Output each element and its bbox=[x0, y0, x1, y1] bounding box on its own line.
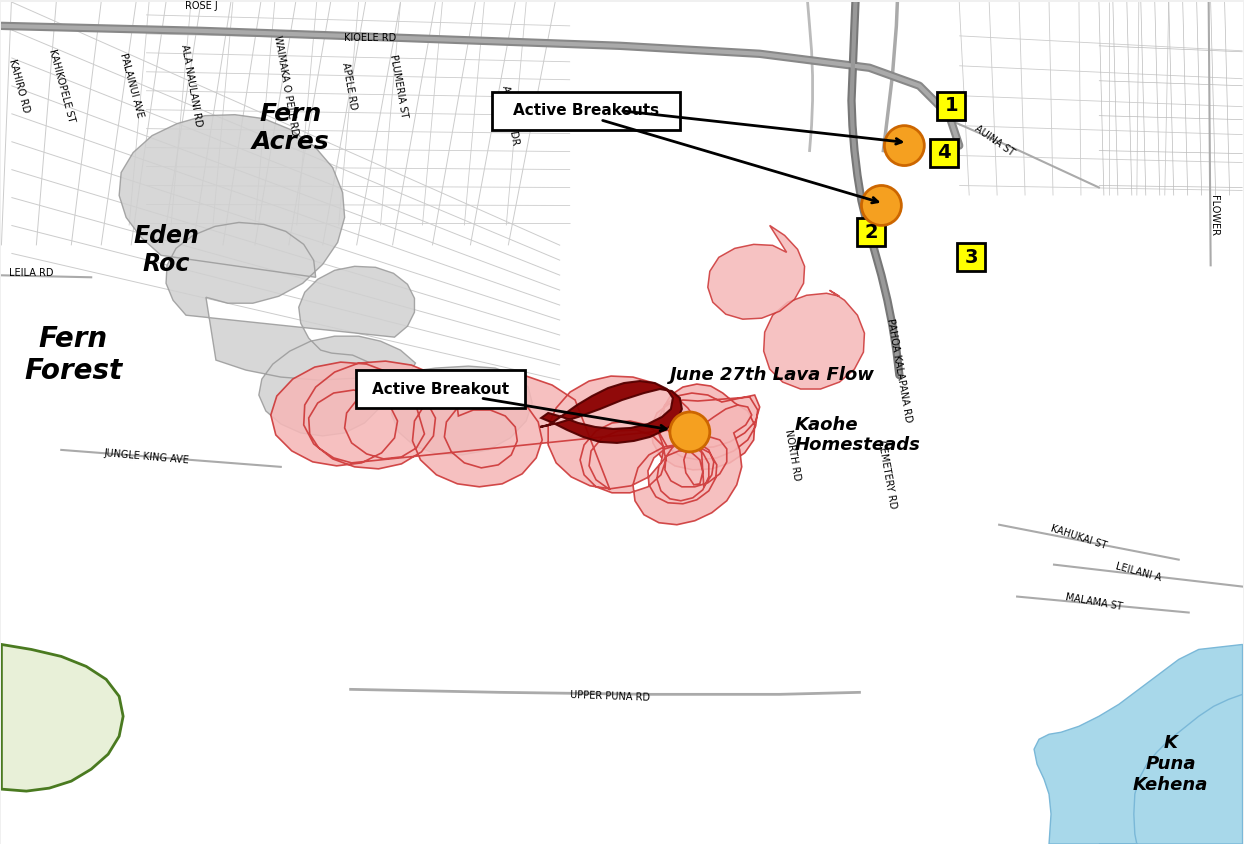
Polygon shape bbox=[271, 361, 751, 525]
Circle shape bbox=[884, 126, 924, 165]
Text: NORTH RD: NORTH RD bbox=[784, 429, 802, 481]
FancyBboxPatch shape bbox=[957, 243, 985, 271]
Text: PLUMERIA ST: PLUMERIA ST bbox=[388, 53, 409, 118]
Polygon shape bbox=[708, 225, 805, 319]
Text: Fern
Acres: Fern Acres bbox=[251, 102, 330, 154]
Text: CEMETERY RD: CEMETERY RD bbox=[877, 440, 898, 510]
Polygon shape bbox=[540, 381, 682, 443]
Text: 4: 4 bbox=[938, 143, 952, 162]
Text: ROSE J: ROSE J bbox=[184, 1, 218, 11]
Polygon shape bbox=[1034, 645, 1243, 844]
Text: FLOWER: FLOWER bbox=[1209, 195, 1219, 236]
Text: Active Breakout: Active Breakout bbox=[372, 381, 509, 397]
Text: 3: 3 bbox=[964, 248, 978, 267]
Circle shape bbox=[861, 186, 902, 225]
Text: ALA NAULANI RD: ALA NAULANI RD bbox=[179, 44, 203, 127]
Circle shape bbox=[669, 412, 710, 452]
Text: KIOELE RD: KIOELE RD bbox=[345, 33, 397, 43]
Polygon shape bbox=[764, 290, 865, 389]
FancyBboxPatch shape bbox=[493, 92, 680, 130]
Text: PAHOA KALAPANA RD: PAHOA KALAPANA RD bbox=[886, 317, 913, 423]
Text: K
Puna
Kehena: K Puna Kehena bbox=[1133, 734, 1208, 794]
Text: Active Breakouts: Active Breakouts bbox=[513, 103, 659, 118]
FancyBboxPatch shape bbox=[937, 92, 965, 120]
Polygon shape bbox=[1, 645, 123, 791]
FancyBboxPatch shape bbox=[857, 219, 886, 246]
Text: KAHIRO RD: KAHIRO RD bbox=[7, 57, 31, 114]
Text: LEILA RD: LEILA RD bbox=[9, 268, 53, 279]
Text: Kaohe
Homesteads: Kaohe Homesteads bbox=[795, 415, 921, 454]
Text: WAIMAKA O PELE RD: WAIMAKA O PELE RD bbox=[272, 35, 300, 137]
Text: LEILANI A: LEILANI A bbox=[1115, 562, 1163, 583]
Text: UPPER PUNA RD: UPPER PUNA RD bbox=[570, 690, 651, 703]
Text: June 27th Lava Flow: June 27th Lava Flow bbox=[669, 366, 875, 384]
Text: Fern
Forest: Fern Forest bbox=[24, 325, 122, 386]
Polygon shape bbox=[119, 115, 532, 455]
Text: KAHUKAI ST: KAHUKAI ST bbox=[1050, 523, 1108, 550]
Text: KAHIKOPELE ST: KAHIKOPELE ST bbox=[47, 48, 76, 123]
FancyBboxPatch shape bbox=[931, 138, 958, 166]
Text: MALAMA ST: MALAMA ST bbox=[1065, 592, 1123, 613]
Text: AINALOA DR: AINALOA DR bbox=[500, 85, 520, 146]
Text: APELE RD: APELE RD bbox=[340, 62, 358, 111]
Text: 1: 1 bbox=[944, 96, 958, 115]
Text: JUNGLE KING AVE: JUNGLE KING AVE bbox=[103, 448, 189, 466]
Text: Eden
Roc: Eden Roc bbox=[133, 225, 199, 276]
Text: PALAINUI AVE: PALAINUI AVE bbox=[118, 52, 144, 119]
FancyBboxPatch shape bbox=[356, 370, 525, 408]
Polygon shape bbox=[651, 384, 760, 470]
Polygon shape bbox=[1098, 695, 1243, 844]
Text: 2: 2 bbox=[865, 223, 878, 242]
Text: AUINA ST: AUINA ST bbox=[973, 123, 1016, 158]
